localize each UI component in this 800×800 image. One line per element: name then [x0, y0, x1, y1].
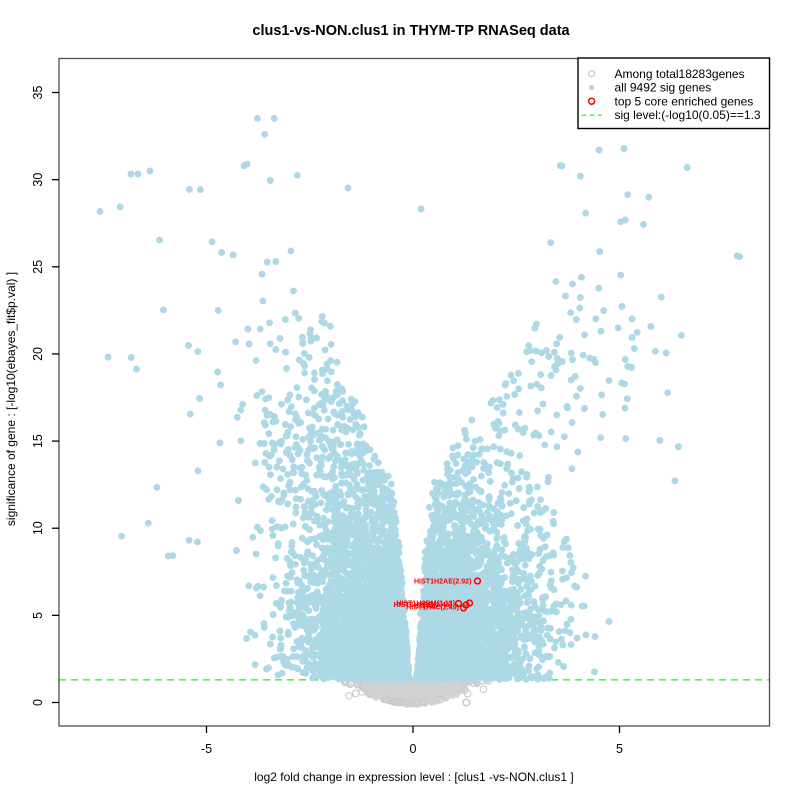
- svg-text:15: 15: [31, 434, 45, 448]
- svg-text:top 5 core enriched genes: top 5 core enriched genes: [615, 95, 754, 109]
- svg-text:5: 5: [31, 612, 45, 619]
- svg-text:30: 30: [31, 173, 45, 187]
- svg-text:HIST1H2AE(2.92): HIST1H2AE(2.92): [414, 577, 472, 585]
- svg-text:significance of gene : [-log10: significance of gene : [-log10(ebayes_fi…: [4, 272, 18, 526]
- svg-text:35: 35: [31, 86, 45, 100]
- svg-text:clus1-vs-NON.clus1 in THYM-TP: clus1-vs-NON.clus1 in THYM-TP RNASeq dat…: [252, 23, 570, 39]
- svg-text:0: 0: [31, 699, 45, 706]
- svg-text:sig level:(-log10(0.05)==1.3: sig level:(-log10(0.05)==1.3: [615, 108, 761, 122]
- svg-text:HIST1: HIST1: [414, 602, 434, 610]
- svg-text:0: 0: [410, 742, 417, 756]
- svg-text:Among total18283genes: Among total18283genes: [615, 67, 745, 81]
- svg-text:HIST1H2BO(2.45): HIST1H2BO(2.45): [394, 601, 453, 609]
- svg-text:log2 fold change in expression: log2 fold change in expression level : […: [254, 770, 573, 784]
- svg-text:HIST1H4C(2.49): HIST1H4C(2.49): [406, 603, 459, 611]
- svg-text:10: 10: [31, 521, 45, 535]
- svg-text:25: 25: [31, 260, 45, 274]
- svg-text:all 9492 sig genes: all 9492 sig genes: [615, 81, 712, 95]
- svg-text:HIST1H2BM(3.13): HIST1H2BM(3.13): [396, 599, 455, 607]
- svg-text:-5: -5: [201, 742, 212, 756]
- svg-text:20: 20: [31, 347, 45, 361]
- svg-text:5: 5: [616, 742, 623, 756]
